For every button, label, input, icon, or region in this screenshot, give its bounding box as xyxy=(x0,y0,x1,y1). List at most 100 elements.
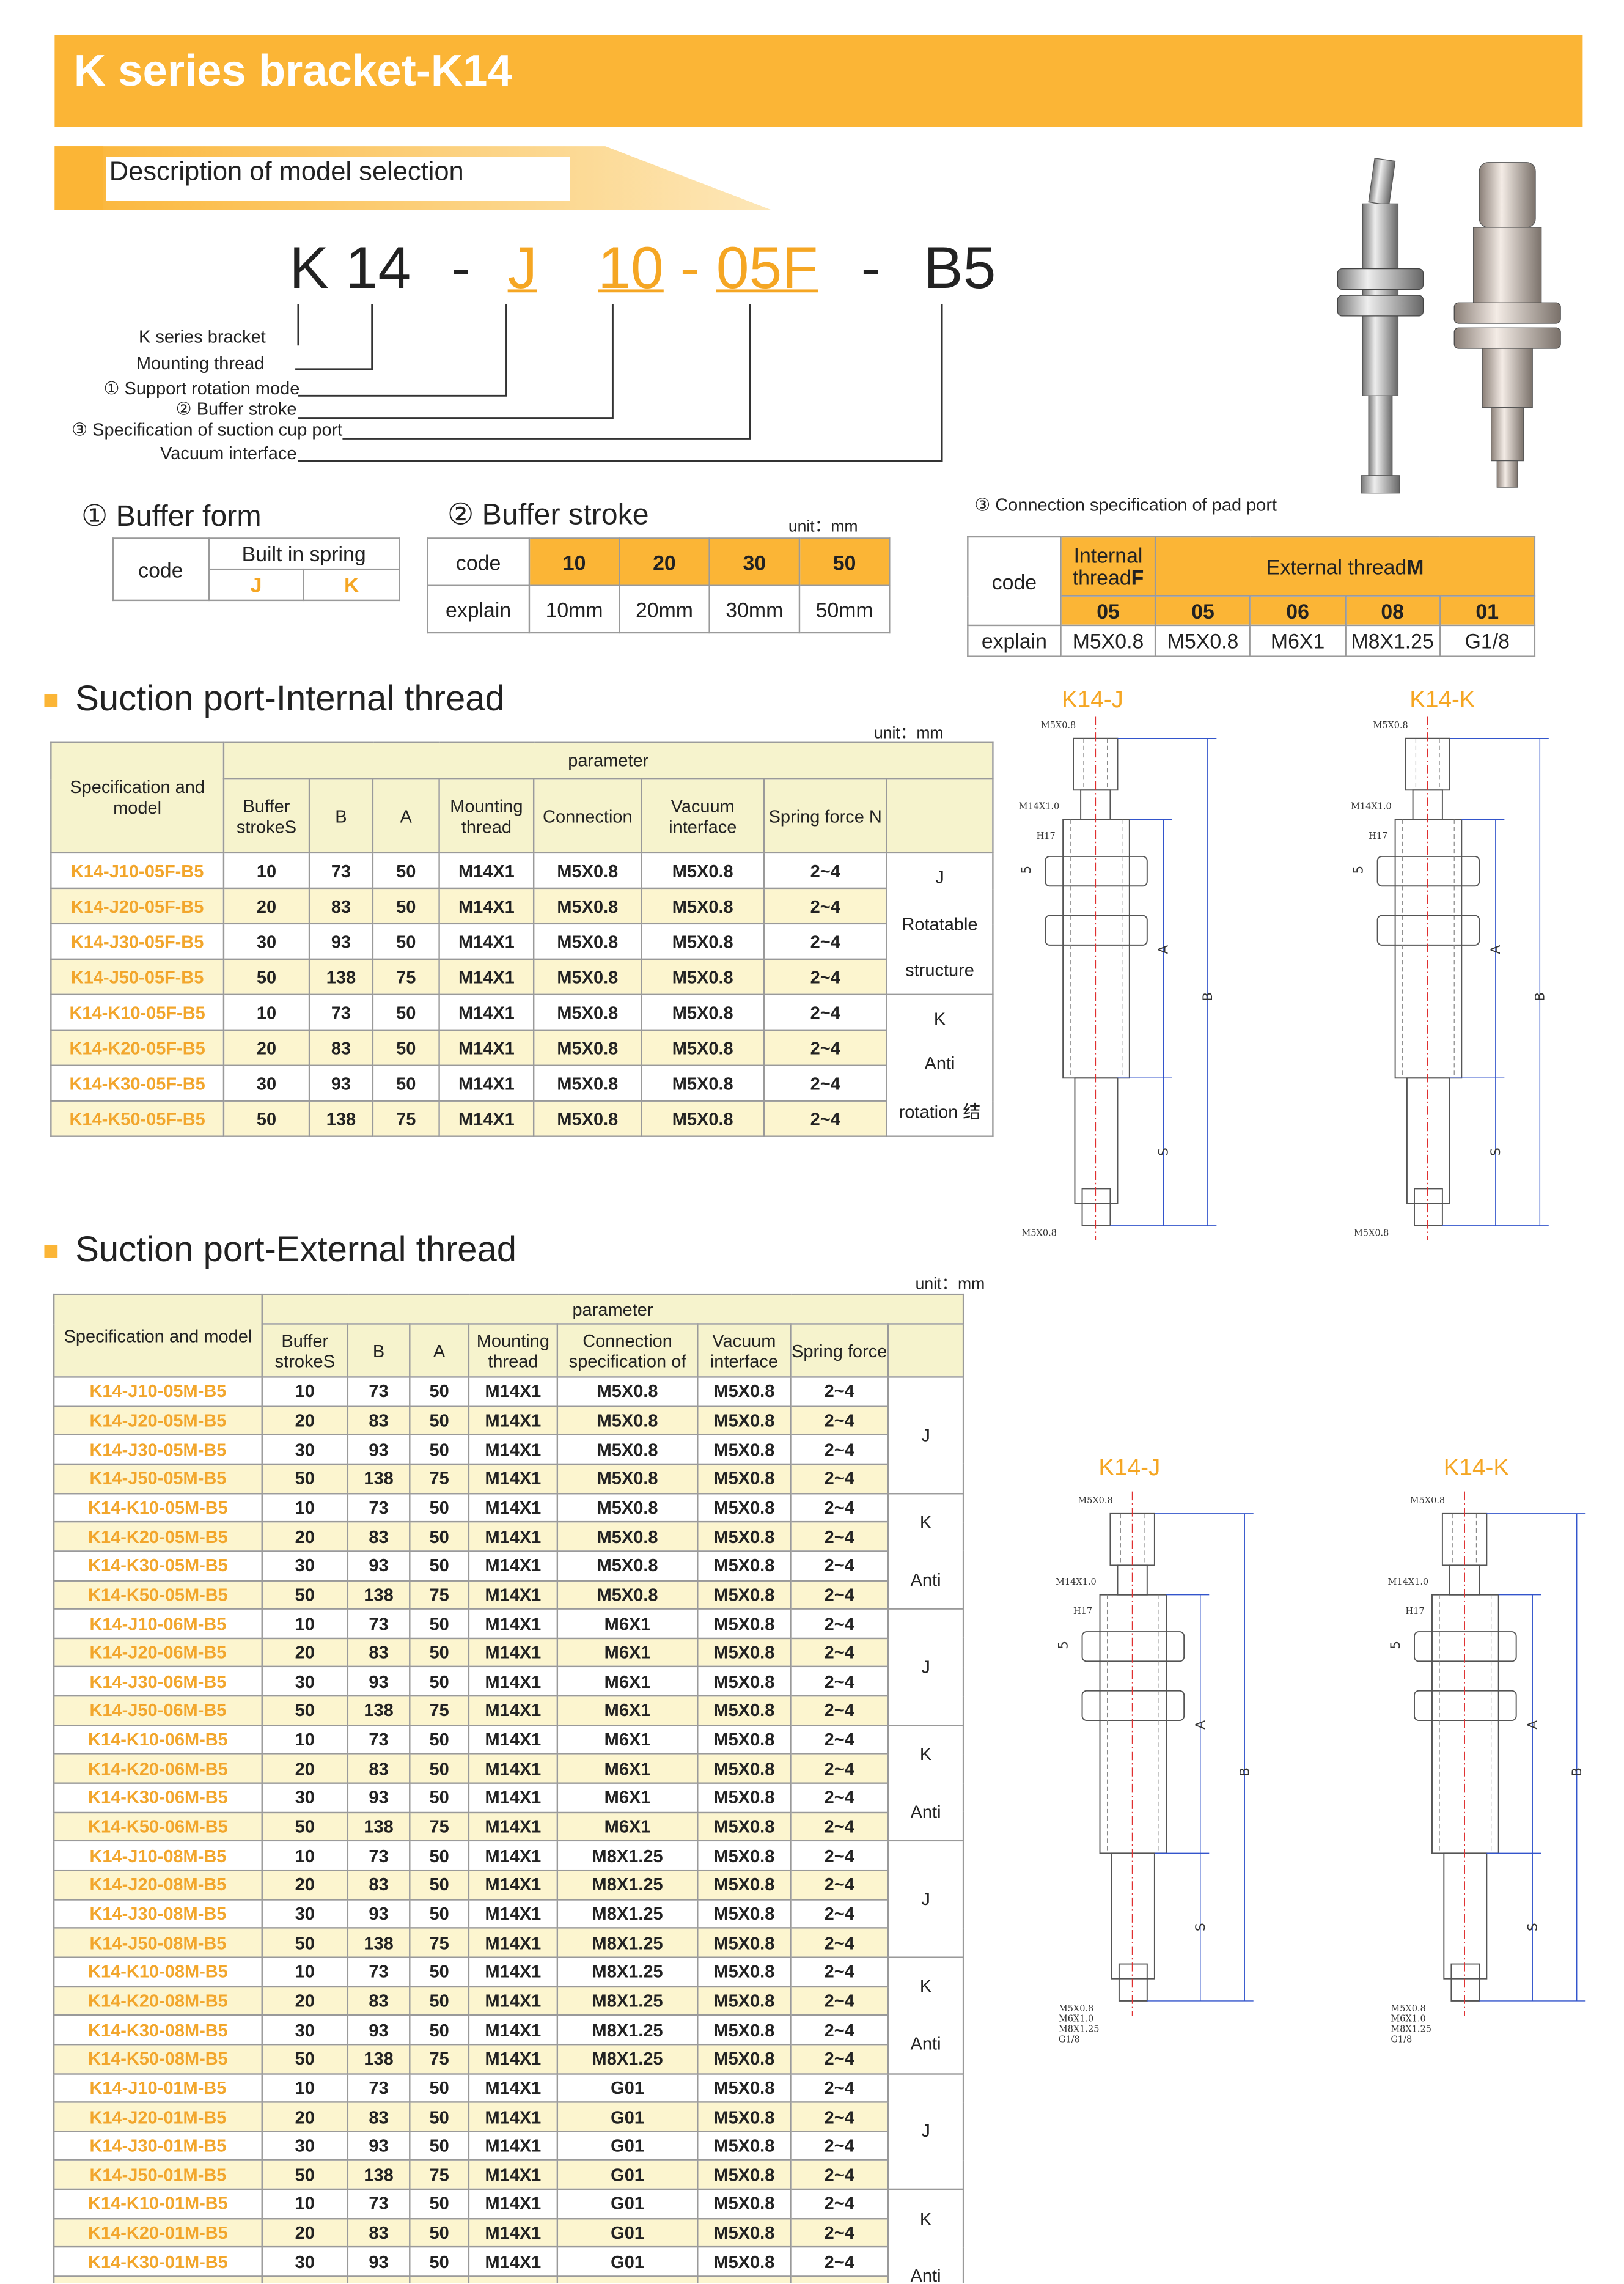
value-cell: 50 xyxy=(409,2189,470,2219)
value-cell: 138 xyxy=(347,1463,411,1494)
value-cell: 2~4 xyxy=(790,2189,889,2219)
value-cell: M14X1 xyxy=(468,1927,559,1958)
value-cell: 83 xyxy=(347,2101,411,2132)
model-cell: K14-K50-05M-B5 xyxy=(53,1579,263,1610)
value-cell: 73 xyxy=(347,1376,411,1407)
side-cell: J xyxy=(887,1376,964,1494)
value-cell: M5X0.8 xyxy=(532,852,642,890)
value-cell: 50 xyxy=(409,1985,470,2016)
dimension-label: 5 xyxy=(1056,1641,1071,1649)
value-cell: M5X0.8 xyxy=(697,1724,792,1755)
value-cell: 50 xyxy=(409,2014,470,2046)
value-cell: 20 xyxy=(222,887,310,925)
value-cell: 83 xyxy=(308,1030,374,1067)
data-row: K14-J10-01M-B5 10 73 50 M14X1 G01 M5X0.8 2~4 J xyxy=(53,2072,964,2190)
value-cell: 2~4 xyxy=(790,1870,889,1900)
side-box: J xyxy=(889,1610,962,1723)
code-label: Mounting thread xyxy=(136,353,265,374)
value-cell: M5X0.8 xyxy=(697,1695,792,1726)
outline xyxy=(1111,1852,1155,1980)
value-cell: 50 xyxy=(222,1100,310,1138)
side-box: J xyxy=(889,2075,962,2188)
value-cell: 138 xyxy=(347,2043,411,2074)
value-cell: 83 xyxy=(347,1521,411,1552)
value-cell: 50 xyxy=(372,923,440,960)
value-cell: 83 xyxy=(347,1985,411,2016)
dimension-label: 5 xyxy=(1351,866,1366,874)
data-row: K14-J50-08M-B5 50 138 75 M14X1 M8X1.25 M5X0.8 2… xyxy=(53,1927,963,1958)
header-cell: Vacuum interface xyxy=(697,1323,792,1378)
value-cell: 50 xyxy=(372,994,440,1031)
value-cell: 30 xyxy=(222,923,310,960)
value-cell: M5X0.8 xyxy=(697,1898,792,1929)
model-cell: K14-K30-01M-B5 xyxy=(53,2246,263,2277)
value-cell: M14X1 xyxy=(468,1811,559,1842)
value-cell: M5X0.8 xyxy=(641,887,765,925)
value-cell: 2~4 xyxy=(790,1840,889,1871)
value-cell: M14X1 xyxy=(468,1724,559,1755)
value-cell: 20 xyxy=(261,2101,349,2132)
outline xyxy=(1118,1963,1148,2002)
model-cell: K14-J50-05M-B5 xyxy=(53,1463,263,1494)
model-cell: K14-K30-06M-B5 xyxy=(53,1782,263,1813)
value-cell: 20 xyxy=(261,1985,349,2016)
section-heading: Suction port-External thread xyxy=(44,1230,516,1272)
value-cell: 50 xyxy=(261,1463,349,1494)
value-cell: 50 xyxy=(372,1030,440,1067)
side-box: J xyxy=(889,1843,962,1956)
data-row: K14-K10-01M-B5 10 73 50 M14X1 G01 M5X0.8 2~4 K An… xyxy=(53,2189,964,2283)
value-cell: M5X0.8 xyxy=(641,923,765,960)
data-row: K14-J30-06M-B5 30 93 50 M14X1 M6X1 M5X0.8 2~4 xyxy=(53,1666,963,1697)
value-cell: 2~4 xyxy=(790,1492,889,1523)
value-cell: M14X1 xyxy=(468,1579,559,1610)
value-cell: M14X1 xyxy=(468,2014,559,2046)
value-cell: 2~4 xyxy=(763,1065,887,1102)
value-cell: M5X0.8 xyxy=(641,1100,765,1138)
value-cell: 83 xyxy=(308,887,374,925)
value-cell: M6X1 xyxy=(556,1608,699,1639)
value-cell: M5X0.8 xyxy=(697,1579,792,1610)
outline xyxy=(1406,1077,1450,1204)
cell: J xyxy=(207,568,305,602)
value-cell: 50 xyxy=(372,852,440,890)
side-text: J xyxy=(921,1657,930,1678)
data-row: K14-K50-05F-B5 50 138 75 M14X1 M5X0.8 M5X0.8 2~… xyxy=(50,1100,993,1138)
value-cell: M6X1 xyxy=(556,1637,699,1668)
value-cell: 50 xyxy=(409,1724,470,1755)
value-cell: 2~4 xyxy=(763,852,887,890)
side-cell: K Anti xyxy=(887,1724,964,1842)
value-cell: 83 xyxy=(347,1637,411,1668)
model-cell: K14-J50-06M-B5 xyxy=(53,1695,263,1726)
value-cell: 75 xyxy=(409,1695,470,1726)
side-cell: J xyxy=(887,2072,964,2190)
unit: unit：mm xyxy=(788,518,858,536)
code-label: ② Buffer stroke xyxy=(175,399,297,419)
model-cell: K14-J10-01M-B5 xyxy=(53,2072,263,2104)
value-cell: M14X1 xyxy=(468,1666,559,1697)
section-title: Suction port-Internal thread xyxy=(75,679,505,720)
value-cell: 2~4 xyxy=(763,958,887,996)
value-cell: G01 xyxy=(556,2217,699,2249)
value-cell: M5X0.8 xyxy=(697,2159,792,2190)
value-cell: 2~4 xyxy=(790,1405,889,1436)
value-cell: M5X0.8 xyxy=(697,1870,792,1900)
value-cell: M5X0.8 xyxy=(697,2014,792,2046)
model-cell: K14-J30-08M-B5 xyxy=(53,1898,263,1929)
unit: unit：mm xyxy=(873,724,944,743)
value-cell: 93 xyxy=(347,2014,411,2046)
model-cell: K14-K30-05F-B5 xyxy=(50,1065,225,1102)
data-row: K14-J50-05M-B5 50 138 75 M14X1 M5X0.8 M5X0.8 2~… xyxy=(53,1463,963,1494)
value-cell: 50 xyxy=(409,1870,470,1900)
value-cell: 75 xyxy=(409,2275,470,2283)
value-cell: 93 xyxy=(347,1666,411,1697)
dimension-label: A xyxy=(1156,945,1172,954)
side-text: J xyxy=(935,866,944,888)
value-cell: M6X1 xyxy=(556,1782,699,1813)
value-cell: 50 xyxy=(372,887,440,925)
value-cell: M5X0.8 xyxy=(697,1608,792,1639)
dimension-label: 5 xyxy=(1388,1641,1403,1649)
value-cell: M14X1 xyxy=(468,2159,559,2190)
value-cell: M14X1 xyxy=(468,1492,559,1523)
value-cell: 2~4 xyxy=(790,1811,889,1842)
